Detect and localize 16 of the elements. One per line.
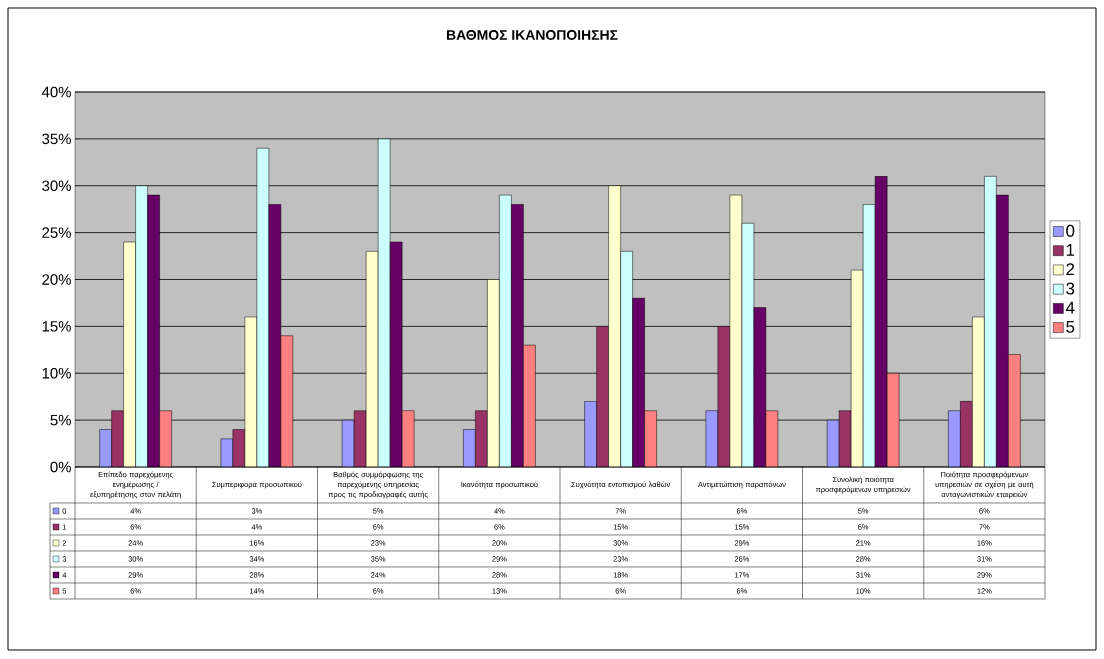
legend-label: 4: [1065, 301, 1075, 314]
legend-label: 3: [1066, 282, 1075, 295]
text: 0: [1066, 224, 1075, 237]
y-tick-label: 35%: [42, 133, 71, 145]
text: 1: [1066, 244, 1075, 256]
y-tick-label: 25%: [42, 227, 71, 238]
chart-title: ΒΑΘΜΟΣ ΙΚΑΝΟΠΟΙΗΣΗΣ: [446, 30, 618, 40]
y-tick-label: 0%: [50, 461, 71, 473]
y-tick-label: 5%: [50, 414, 71, 426]
legend-label: 5: [1066, 321, 1075, 333]
y-tick-label: 30%: [42, 180, 71, 192]
y-tick-label: 15%: [42, 321, 71, 332]
y-tick-label: 40%: [41, 86, 71, 98]
y-tick-label: 20%: [42, 274, 71, 285]
legend-label: 2: [1066, 263, 1075, 276]
y-tick-label: 10%: [42, 367, 71, 379]
